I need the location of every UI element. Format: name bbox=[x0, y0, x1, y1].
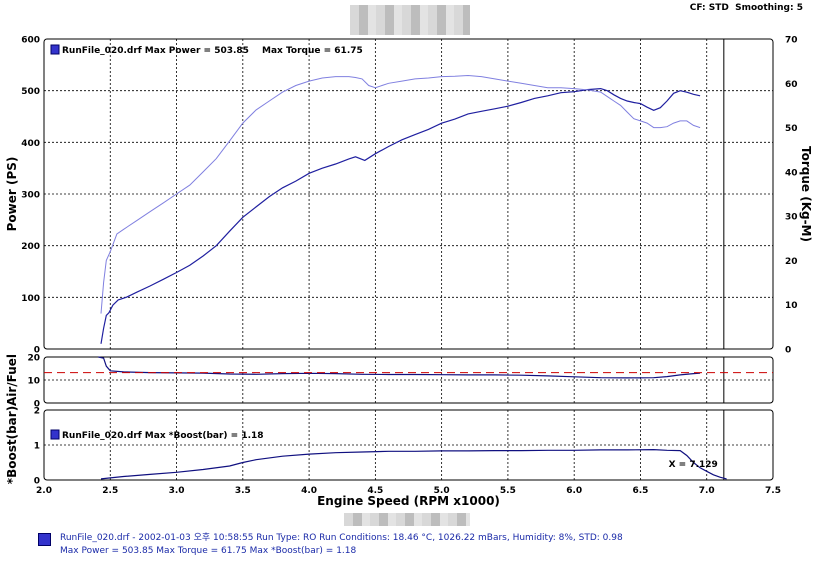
torque-legend-text: Max Torque = 61.75 bbox=[262, 46, 363, 56]
xtick-label: 7.0 bbox=[699, 486, 715, 496]
xtick-label: 3.0 bbox=[169, 486, 185, 496]
panel-2-ylabel: Air/Fuel bbox=[5, 354, 19, 406]
xtick-label: 6.0 bbox=[566, 486, 582, 496]
panel-1-ytick-right-label: 40 bbox=[785, 168, 798, 178]
xtick-label: 4.0 bbox=[301, 486, 317, 496]
xtick-label: 5.5 bbox=[500, 486, 516, 496]
xtick-label: 2.0 bbox=[36, 486, 52, 496]
xtick-label: 2.5 bbox=[102, 486, 118, 496]
run-info-line-2: Max Power = 503.85 Max Torque = 61.75 Ma… bbox=[60, 546, 357, 556]
x-axis-label: Engine Speed (RPM x1000) bbox=[317, 494, 500, 508]
panel-3-ytick-label: 2 bbox=[34, 407, 40, 417]
panel-1-ytick-right-label: 20 bbox=[785, 257, 798, 267]
panel-1-ytick-right-label: 30 bbox=[785, 213, 798, 223]
run-color-swatch-icon bbox=[38, 533, 51, 546]
panel-1-ytick-right-label: 0 bbox=[785, 346, 791, 356]
torque-series-line bbox=[100, 74, 701, 314]
power-legend-swatch-icon bbox=[50, 44, 60, 55]
panel-1-ytick-label: 100 bbox=[21, 294, 40, 304]
panel-2-ytick-label: 10 bbox=[27, 377, 40, 387]
panel-1-ytick-label: 300 bbox=[21, 191, 40, 201]
cursor-readout-label: X = 7.129 bbox=[669, 460, 718, 470]
cf-label: CF: STD bbox=[689, 3, 729, 13]
xtick-label: 3.5 bbox=[235, 486, 251, 496]
run-info-line-1: RunFile_020.drf - 2002-01-03 오후 10:58:55… bbox=[60, 533, 623, 543]
xtick-label: 5.0 bbox=[434, 486, 450, 496]
panel-1-ytick-label: 200 bbox=[21, 242, 40, 252]
panel-3-ylabel: *Boost(bar) bbox=[5, 406, 19, 484]
panel-1-ytick-label: 600 bbox=[21, 36, 40, 46]
power-series-line bbox=[100, 87, 701, 344]
xtick-label: 4.5 bbox=[367, 486, 383, 496]
panel-1-ylabel-right: Torque (Kg-M) bbox=[799, 146, 813, 242]
panel-3-ytick-label: 1 bbox=[34, 442, 40, 452]
panel-1-ytick-right-label: 10 bbox=[785, 301, 798, 311]
panel-3-ytick-label: 0 bbox=[34, 477, 40, 487]
blurred-title-image bbox=[350, 5, 470, 35]
boost-series-line bbox=[100, 448, 727, 480]
smoothing-label: Smoothing: 5 bbox=[735, 3, 803, 13]
xtick-label: 7.5 bbox=[765, 486, 781, 496]
panel-1-ytick-right-label: 70 bbox=[785, 36, 798, 46]
panel-1-ytick-right-label: 50 bbox=[785, 124, 798, 134]
panel-1-ytick-label: 400 bbox=[21, 139, 40, 149]
boost-legend-swatch-icon bbox=[50, 429, 60, 440]
xtick-label: 6.5 bbox=[632, 486, 648, 496]
chart-settings-header: CF: STD Smoothing: 5 bbox=[690, 3, 803, 13]
panel-2-ytick-label: 20 bbox=[27, 354, 40, 364]
boost-legend-text: RunFile_020.drf Max *Boost(bar) = 1.18 bbox=[62, 431, 264, 441]
panel-1-ytick-label: 0 bbox=[34, 346, 40, 356]
panel-1-ytick-right-label: 60 bbox=[785, 80, 798, 90]
panel-1-ylabel: Power (PS) bbox=[5, 157, 19, 232]
blurred-caption-image bbox=[344, 513, 470, 526]
panel-1-ytick-label: 500 bbox=[21, 87, 40, 97]
power-legend-text: RunFile_020.drf Max Power = 503.85 bbox=[62, 46, 249, 56]
panel-2-ytick-label: 0 bbox=[34, 400, 40, 410]
